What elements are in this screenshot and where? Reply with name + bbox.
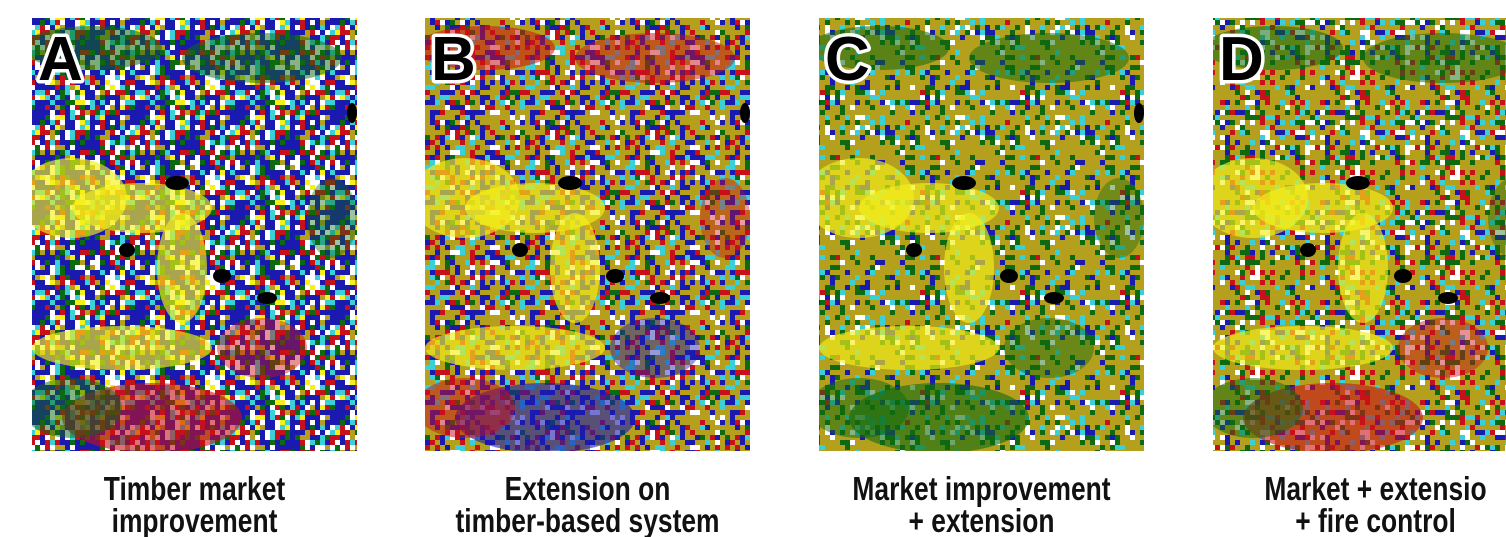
dark-spot [952, 176, 976, 190]
land-patch [1398, 318, 1488, 378]
caption-line: improvement [112, 503, 278, 537]
yellow-zone [425, 326, 605, 370]
caption-line: Market improvement [852, 471, 1110, 507]
dark-spot [1000, 269, 1018, 283]
caption-line: + fire control [1295, 503, 1456, 537]
yellow-zone [1338, 213, 1388, 323]
dark-spot [1346, 176, 1370, 190]
caption-line: Extension on [505, 471, 671, 507]
caption-line: timber-based system [455, 503, 719, 537]
yellow-zone [1213, 326, 1393, 370]
panel-caption: improvement [112, 503, 278, 537]
land-patch [307, 178, 357, 258]
land-patch [182, 33, 342, 83]
dark-spot [1044, 292, 1064, 304]
caption-line: + extension [909, 503, 1055, 537]
caption-line: Market + extensio [1264, 471, 1486, 507]
yellow-zone [157, 213, 207, 323]
caption-line: Timber market [104, 471, 285, 507]
panel-letter: B [431, 25, 476, 94]
dark-spot [213, 269, 231, 283]
dark-spot [1134, 103, 1144, 123]
panel-caption: + extension [909, 503, 1055, 537]
dark-spot [165, 176, 189, 190]
land-patch [217, 318, 307, 378]
yellow-zone [32, 326, 212, 370]
panel-caption: timber-based system [455, 503, 719, 537]
land-patch [22, 378, 122, 438]
yellow-zone [819, 326, 999, 370]
dark-spot [1394, 269, 1412, 283]
panel-caption: + fire control [1295, 503, 1456, 537]
dark-spot [558, 176, 582, 190]
dark-spot [740, 103, 750, 123]
land-patch [1203, 378, 1303, 438]
land-patch [415, 378, 515, 438]
yellow-zone [944, 213, 994, 323]
dark-spot [606, 269, 624, 283]
land-patch [969, 33, 1129, 83]
yellow-zone [550, 213, 600, 323]
panel-letter: C [825, 25, 870, 94]
panel-letter: A [38, 25, 83, 94]
dark-spot [119, 243, 135, 257]
panel-caption: Extension on [505, 471, 671, 507]
land-patch [1094, 178, 1144, 258]
land-patch [700, 178, 750, 258]
panel-letter: D [1219, 25, 1264, 94]
land-patch [809, 378, 909, 438]
figure: A Timber marketimprovement B Extension onti… [0, 0, 1506, 537]
land-patch [575, 33, 735, 83]
dark-spot [512, 243, 528, 257]
dark-spot [650, 292, 670, 304]
dark-spot [1300, 243, 1316, 257]
dark-spot [906, 243, 922, 257]
dark-spot [257, 292, 277, 304]
dark-spot [1438, 292, 1458, 304]
land-patch [1004, 318, 1094, 378]
panel-caption: Market + extensio [1264, 471, 1486, 507]
dark-spot [347, 103, 357, 123]
land-patch [610, 318, 700, 378]
panel-caption: Market improvement [852, 471, 1110, 507]
panel-caption: Timber market [104, 471, 285, 507]
